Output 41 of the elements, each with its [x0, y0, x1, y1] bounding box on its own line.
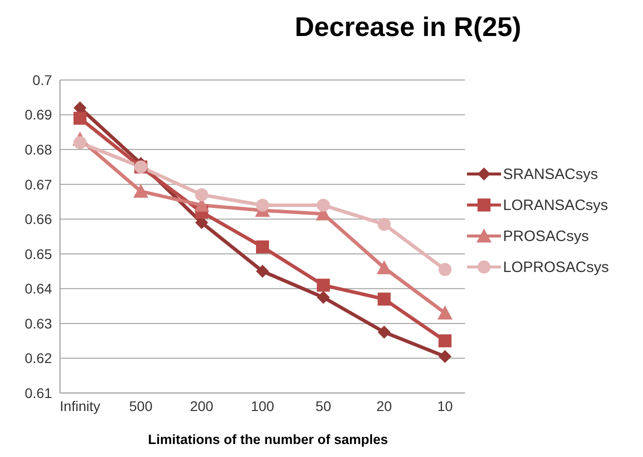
point: [133, 184, 148, 198]
point: [316, 290, 330, 304]
point: [378, 292, 391, 306]
point: [256, 198, 269, 212]
point: [256, 240, 269, 254]
y-tick-label: 0.62: [24, 350, 52, 366]
legend-label: PROSACsys: [503, 228, 589, 244]
chart-title: Decrease in R(25): [294, 12, 522, 43]
y-tick-label: 0.67: [24, 176, 52, 192]
y-tick-label: 0.63: [24, 315, 52, 332]
point: [316, 198, 330, 212]
x-tick-label: 200: [190, 398, 214, 414]
legend-label: SRANSACsys: [503, 166, 598, 182]
y-tick-label: 0.64: [24, 280, 52, 297]
point: [438, 306, 452, 320]
point: [195, 188, 208, 202]
legend-label: LOPROSACsys: [503, 258, 609, 276]
x-tick-label: 10: [437, 398, 453, 414]
x-tick-label: 100: [250, 398, 274, 414]
point: [438, 263, 452, 276]
point: [74, 136, 86, 150]
y-tick-label: 0.68: [24, 142, 52, 158]
point: [316, 278, 330, 292]
y-tick-label: 0.66: [24, 211, 52, 228]
point: [378, 326, 391, 339]
x-tick-label: 20: [376, 398, 392, 414]
point: [438, 334, 452, 348]
point: [376, 260, 392, 274]
x-tick-label: 500: [129, 398, 153, 414]
x-tick-label: 50: [316, 398, 332, 414]
y-tick-label: 0.65: [24, 246, 52, 262]
y-tick-label: 0.69: [24, 106, 52, 123]
legend-label: LORANSACsys: [503, 196, 608, 214]
y-tick-label: 0.7: [32, 72, 52, 88]
x-tick-label: Infinity: [60, 398, 100, 414]
point: [438, 350, 452, 363]
point: [74, 112, 86, 125]
x-axis-title: Limitations of the number of samples: [146, 432, 390, 447]
point: [378, 218, 391, 231]
y-tick-label: 0.61: [24, 384, 52, 401]
point: [256, 264, 269, 278]
